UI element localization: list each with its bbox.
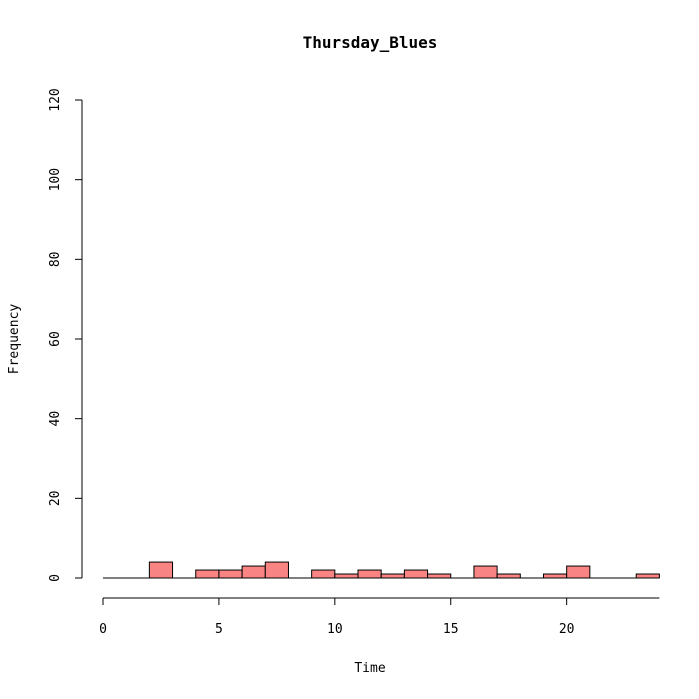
histogram-bar <box>148 561 174 579</box>
x-axis: 0 5 10 15 20 <box>99 597 660 637</box>
x-tick-label: 20 <box>559 622 575 637</box>
y-axis-title: Frequency <box>7 304 22 375</box>
y-tick-label: 60 <box>48 331 63 347</box>
y-tick-label: 0 <box>48 574 63 582</box>
histogram-bar <box>473 565 498 579</box>
y-tick-label: 20 <box>48 491 63 507</box>
histogram-bar <box>566 565 591 579</box>
histogram-bar <box>380 573 405 579</box>
x-tick-label: 15 <box>443 622 459 637</box>
histogram-bar <box>357 569 382 579</box>
histogram-bar <box>218 569 243 579</box>
x-axis-title: Time <box>354 661 385 676</box>
y-tick-label: 40 <box>48 411 63 427</box>
x-tick-label: 10 <box>327 622 343 637</box>
histogram-bar <box>542 573 568 579</box>
histogram-bar <box>427 573 452 579</box>
histogram-bar <box>264 561 289 579</box>
histogram-bar <box>311 569 336 579</box>
histogram-bar <box>635 573 660 579</box>
chart-title: Thursday_Blues <box>303 33 438 52</box>
y-tick-label: 80 <box>48 252 63 268</box>
histogram-bar <box>403 569 429 579</box>
x-tick-label: 0 <box>99 622 107 637</box>
y-axis: 0 20 40 60 80 100 120 <box>48 88 83 582</box>
histogram-bar <box>195 569 220 579</box>
x-tick-label: 5 <box>215 622 223 637</box>
histogram-bar <box>241 565 266 579</box>
y-tick-label: 120 <box>48 88 63 111</box>
y-tick-label: 100 <box>48 168 63 191</box>
histogram-bar <box>496 573 521 579</box>
histogram-bar <box>334 573 359 579</box>
histogram-bars <box>148 561 660 579</box>
